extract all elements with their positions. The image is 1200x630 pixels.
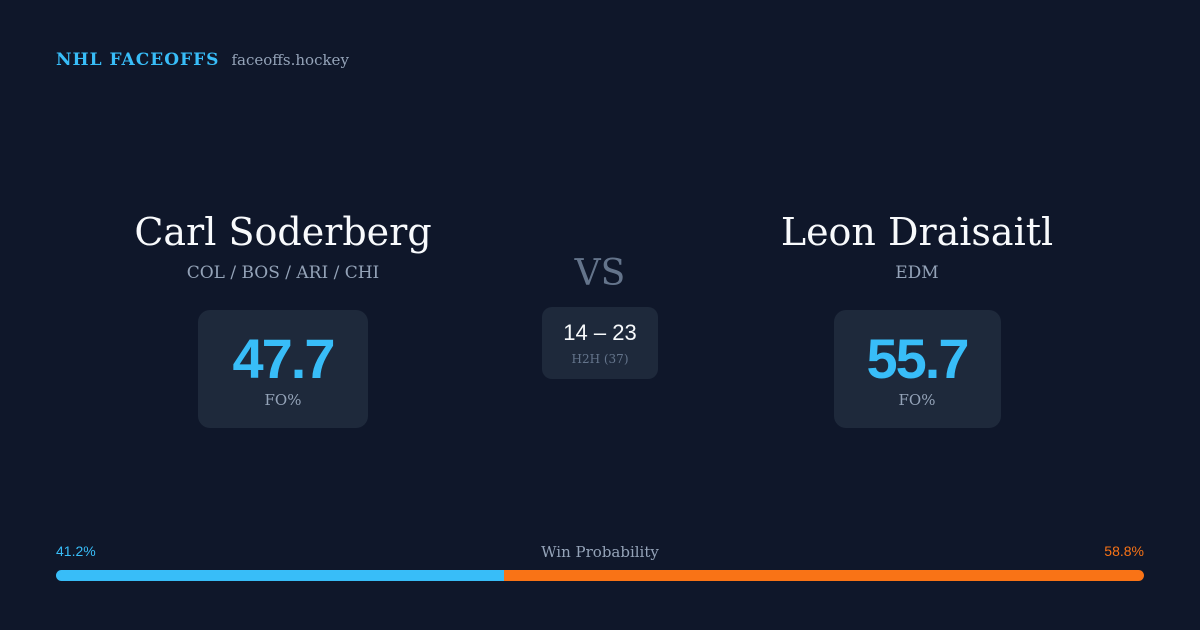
win-probability-labels: 41.2% Win Probability 58.8%: [56, 543, 1144, 563]
player-left-teams: COL / BOS / ARI / CHI: [186, 263, 380, 283]
player-left-fo-label: FO%: [264, 391, 302, 409]
player-right: Leon Draisaitl EDM 55.7 FO%: [717, 206, 1117, 428]
player-right-teams: EDM: [895, 263, 939, 283]
player-right-fo-label: FO%: [898, 391, 936, 409]
versus-label: VS: [574, 253, 626, 294]
brand-name: NHL FACEOFFS: [56, 50, 220, 70]
win-probability-title: Win Probability: [541, 543, 659, 561]
brand-site: faceoffs.hockey: [231, 51, 349, 69]
player-right-name: Leon Draisaitl: [780, 210, 1054, 254]
h2h-card: 14 – 23 H2H (37): [542, 307, 658, 379]
player-left-name: Carl Soderberg: [134, 210, 432, 254]
win-probability-left: 41.2%: [56, 543, 96, 559]
win-probability-fill-left: [56, 570, 505, 581]
player-right-stat-card: 55.7 FO%: [833, 310, 1001, 428]
player-right-fo-value: 55.7: [866, 327, 970, 390]
player-left-stat-card: 47.7 FO%: [198, 310, 368, 428]
h2h-label: H2H (37): [571, 352, 629, 366]
win-probability-fill-right: [504, 570, 1144, 581]
brand-header: NHL FACEOFFS faceoffs.hockey: [56, 50, 349, 70]
h2h-score: 14 – 23: [563, 320, 637, 345]
player-left-fo-value: 47.7: [232, 327, 336, 390]
player-left: Carl Soderberg COL / BOS / ARI / CHI 47.…: [83, 206, 483, 428]
win-probability-right: 58.8%: [1104, 543, 1144, 559]
win-probability-bar: [56, 570, 1144, 581]
